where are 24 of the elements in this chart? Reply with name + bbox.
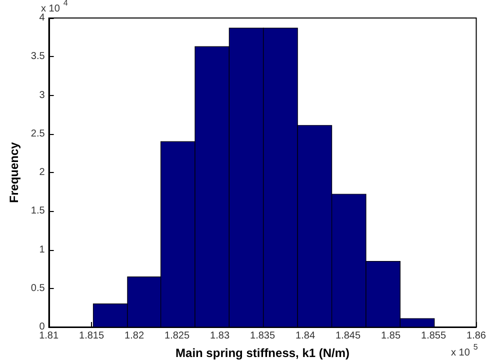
x-tick-label: 1.81 xyxy=(39,330,59,342)
text: x 104 xyxy=(41,0,68,14)
y-axis-title: Frequency xyxy=(7,142,21,203)
x-tick-label: 1.845 xyxy=(336,330,361,342)
y-tick-label: 3 xyxy=(39,90,46,101)
x-tick-label: 1.855 xyxy=(421,330,446,342)
x-tick-label: 1.825 xyxy=(164,330,190,342)
y-tick-label: 1.5 xyxy=(30,206,46,217)
x-tick-label: 1.85 xyxy=(381,330,401,342)
x-axis-title: Main spring stiffness, k1 (N/m) xyxy=(176,346,350,360)
x-tick-label: 1.82 xyxy=(124,330,144,342)
x-tick-label: 1.835 xyxy=(250,330,276,342)
x-tick-label: 1.84 xyxy=(296,330,316,342)
x-tick-label: 1.86 xyxy=(466,330,486,342)
x-tick-label: 1.83 xyxy=(210,330,230,342)
y-tick-label: 0.5 xyxy=(30,282,46,294)
y-tick-label: 1 xyxy=(39,244,46,256)
text: x 105 xyxy=(451,342,478,358)
y-tick-label: 4 xyxy=(39,12,46,24)
x-tick-label: 1.815 xyxy=(79,330,104,342)
y-tick-label: 2.5 xyxy=(30,128,46,140)
y-tick-label: 0 xyxy=(39,322,46,332)
y-tick-label: 3.5 xyxy=(30,51,46,62)
y-tick-label: 2 xyxy=(39,167,46,178)
